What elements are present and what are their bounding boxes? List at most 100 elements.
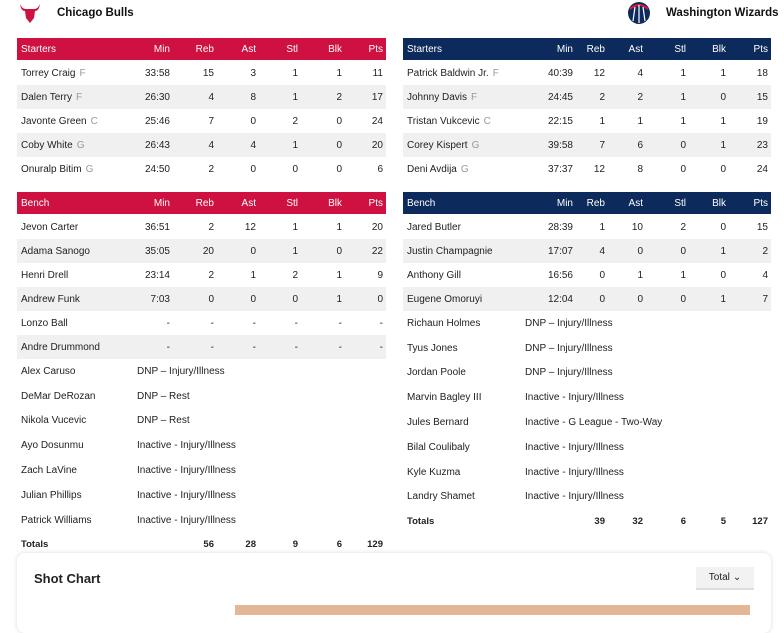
- player-name[interactable]: Corey Kispert: [407, 139, 468, 151]
- player-row[interactable]: Jared Butler 28:39 1 10 2 0 15: [403, 215, 771, 239]
- player-row[interactable]: Coby White G 26:43 4 4 1 0 20: [17, 133, 386, 157]
- player-name[interactable]: DeMar DeRozan: [21, 390, 96, 402]
- player-name[interactable]: Johnny Davis: [407, 91, 468, 103]
- column-header[interactable]: Blk: [328, 43, 342, 55]
- player-name[interactable]: Jordan Poole: [407, 367, 466, 379]
- column-header[interactable]: Min: [556, 43, 573, 55]
- home-team-header[interactable]: Chicago Bulls: [17, 0, 134, 26]
- player-name[interactable]: Bilal Coulibaly: [407, 441, 470, 453]
- stat-cell: 0: [336, 245, 342, 257]
- player-name[interactable]: Nikola Vucevic: [21, 415, 87, 427]
- inactive-player-row[interactable]: Zach LaVine Inactive - Injury/Illness: [17, 458, 386, 483]
- player-row[interactable]: Andrew Funk 7:03 0 0 0 1 0: [17, 287, 386, 311]
- player-name[interactable]: Kyle Kuzma: [407, 466, 461, 478]
- player-name[interactable]: Jared Butler: [407, 221, 461, 233]
- column-header[interactable]: Reb: [586, 43, 605, 55]
- inactive-player-row[interactable]: Nikola Vucevic DNP – Rest: [17, 409, 386, 434]
- player-name[interactable]: Patrick Baldwin Jr.: [407, 67, 489, 79]
- player-name[interactable]: Tristan Vukcevic: [407, 115, 480, 127]
- inactive-player-row[interactable]: Alex Caruso DNP – Injury/Illness: [17, 359, 386, 384]
- player-name[interactable]: Javonte Green: [21, 115, 87, 127]
- inactive-player-row[interactable]: Richaun Holmes DNP – Injury/Illness: [403, 311, 771, 336]
- player-name[interactable]: Anthony Gill: [407, 269, 461, 281]
- player-name[interactable]: Andre Drummond: [21, 341, 100, 353]
- column-header[interactable]: Ast: [241, 43, 256, 55]
- player-name[interactable]: Henri Drell: [21, 269, 69, 281]
- player-name[interactable]: Deni Avdija: [407, 163, 457, 175]
- player-row[interactable]: Lonzo Ball - - - - - -: [17, 311, 386, 335]
- player-row[interactable]: Deni Avdija G 37:37 12 8 0 0 24: [403, 157, 771, 181]
- inactive-player-row[interactable]: Patrick Williams Inactive - Injury/Illnes…: [17, 508, 386, 533]
- player-row[interactable]: Eugene Omoruyi 12:04 0 0 0 1 7: [403, 287, 771, 311]
- column-header[interactable]: Reb: [195, 197, 214, 209]
- inactive-player-row[interactable]: Landry Shamet Inactive - Injury/Illness: [403, 485, 771, 510]
- inactive-player-row[interactable]: Julian Phillips Inactive - Injury/Illness: [17, 483, 386, 508]
- player-name[interactable]: Justin Champagnie: [407, 245, 493, 257]
- column-header[interactable]: Ast: [241, 197, 256, 209]
- player-row[interactable]: Jevon Carter 36:51 2 12 1 1 20: [17, 215, 386, 239]
- player-name[interactable]: Dalen Terry: [21, 91, 72, 103]
- player-name[interactable]: Patrick Williams: [21, 514, 92, 526]
- player-name[interactable]: Lonzo Ball: [21, 317, 68, 329]
- inactive-player-row[interactable]: Kyle Kuzma Inactive - Injury/Illness: [403, 460, 771, 485]
- inactive-player-row[interactable]: Ayo Dosunmu Inactive - Injury/Illness: [17, 433, 386, 458]
- player-name[interactable]: Jules Bernard: [407, 417, 469, 429]
- column-header[interactable]: Blk: [328, 197, 342, 209]
- player-row[interactable]: Torrey Craig F 33:58 15 3 1 1 11: [17, 61, 386, 85]
- inactive-player-row[interactable]: Jules Bernard Inactive - G League - Two-W…: [403, 410, 771, 435]
- player-row[interactable]: Corey Kispert G 39:58 7 6 0 1 23: [403, 133, 771, 157]
- inactive-player-row[interactable]: Tyus Jones DNP – Injury/Illness: [403, 336, 771, 361]
- column-header[interactable]: Reb: [195, 43, 214, 55]
- column-header[interactable]: Stl: [286, 197, 298, 209]
- player-name[interactable]: Torrey Craig: [21, 67, 76, 79]
- inactive-player-row[interactable]: Marvin Bagley III Inactive - Injury/Illne…: [403, 385, 771, 410]
- player-name[interactable]: Onuralp Bitim: [21, 163, 82, 175]
- player-name[interactable]: Tyus Jones: [407, 342, 458, 354]
- inactive-player-row[interactable]: Bilal Coulibaly Inactive - Injury/Illness: [403, 435, 771, 460]
- column-header[interactable]: Pts: [368, 197, 383, 209]
- player-row[interactable]: Javonte Green C 25:46 7 0 2 0 24: [17, 109, 386, 133]
- player-name[interactable]: Coby White: [21, 139, 73, 151]
- player-name[interactable]: Ayo Dosunmu: [21, 440, 84, 452]
- player-row[interactable]: Onuralp Bitim G 24:50 2 0 0 0 6: [17, 157, 386, 181]
- player-name[interactable]: Richaun Holmes: [407, 317, 481, 329]
- player-row[interactable]: Andre Drummond - - - - - -: [17, 335, 386, 359]
- player-row[interactable]: Dalen Terry F 26:30 4 8 1 2 17: [17, 85, 386, 109]
- column-header[interactable]: Ast: [628, 43, 643, 55]
- column-header[interactable]: Reb: [586, 197, 605, 209]
- column-header[interactable]: Stl: [674, 197, 686, 209]
- column-header[interactable]: Blk: [712, 197, 726, 209]
- player-name[interactable]: Andrew Funk: [21, 293, 80, 305]
- column-header[interactable]: Min: [153, 197, 170, 209]
- inactive-player-row[interactable]: Jordan Poole DNP – Injury/Illness: [403, 361, 771, 386]
- stat-cell: -: [338, 317, 342, 329]
- player-row[interactable]: Anthony Gill 16:56 0 1 1 0 4: [403, 263, 771, 287]
- column-header[interactable]: Min: [556, 197, 573, 209]
- player-row[interactable]: Johnny Davis F 24:45 2 2 1 0 15: [403, 85, 771, 109]
- player-row[interactable]: Justin Champagnie 17:07 4 0 0 1 2: [403, 239, 771, 263]
- player-row[interactable]: Adama Sanogo 35:05 20 0 1 0 22: [17, 239, 386, 263]
- column-header[interactable]: Pts: [753, 43, 768, 55]
- column-header[interactable]: Stl: [674, 43, 686, 55]
- column-header[interactable]: Blk: [712, 43, 726, 55]
- column-header[interactable]: Pts: [368, 43, 383, 55]
- player-name[interactable]: Marvin Bagley III: [407, 392, 482, 404]
- away-team-header[interactable]: Washington Wizards: [626, 0, 779, 26]
- shot-chart-filter-dropdown[interactable]: Total ⌄: [696, 567, 754, 590]
- player-name[interactable]: Jevon Carter: [21, 221, 79, 233]
- player-name[interactable]: Adama Sanogo: [21, 245, 90, 257]
- inactive-player-row[interactable]: DeMar DeRozan DNP – Rest: [17, 384, 386, 409]
- player-name[interactable]: Zach LaVine: [21, 465, 77, 477]
- player-row[interactable]: Patrick Baldwin Jr. F 40:39 12 4 1 1 18: [403, 61, 771, 85]
- player-name[interactable]: Alex Caruso: [21, 365, 76, 377]
- player-name[interactable]: Eugene Omoruyi: [407, 293, 483, 305]
- column-header[interactable]: Ast: [628, 197, 643, 209]
- column-header[interactable]: Pts: [753, 197, 768, 209]
- player-name[interactable]: Julian Phillips: [21, 489, 82, 501]
- column-header[interactable]: Min: [153, 43, 170, 55]
- player-name[interactable]: Landry Shamet: [407, 491, 475, 503]
- column-header[interactable]: Stl: [286, 43, 298, 55]
- player-row[interactable]: Tristan Vukcevic C 22:15 1 1 1 1 19: [403, 109, 771, 133]
- stat-cell: 1: [292, 221, 298, 233]
- player-row[interactable]: Henri Drell 23:14 2 1 2 1 9: [17, 263, 386, 287]
